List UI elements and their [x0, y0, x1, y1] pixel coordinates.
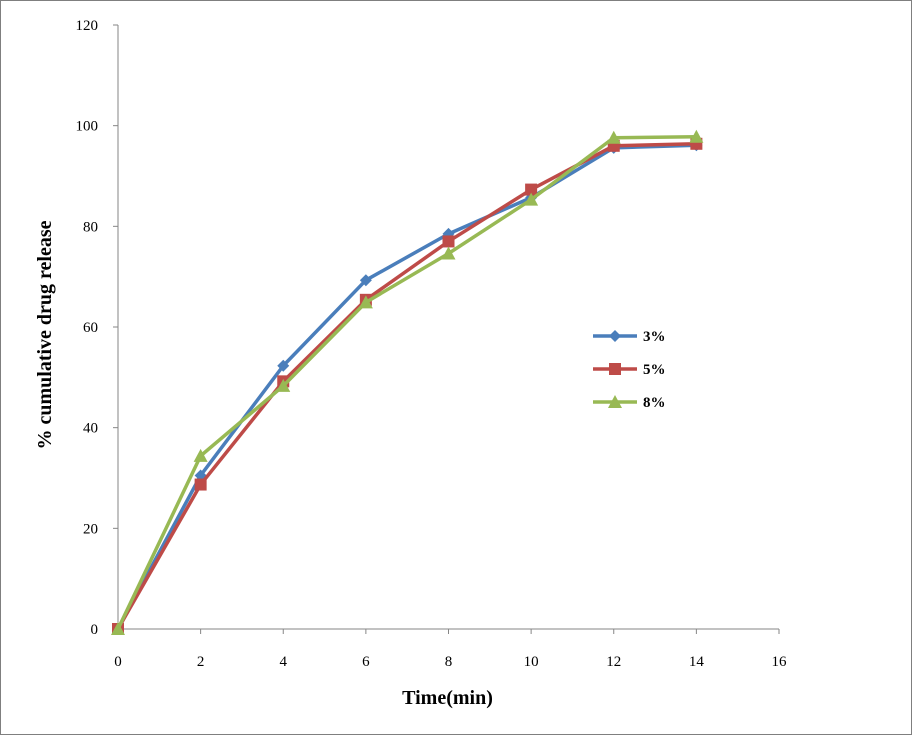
x-tick-label: 0: [114, 654, 122, 670]
series-line: [116, 134, 697, 630]
y-tick-label: 40: [83, 421, 98, 437]
legend-label: 8%: [643, 395, 666, 411]
x-tick-label: 12: [606, 654, 621, 670]
legend-marker: [608, 395, 622, 408]
y-tick-label: 20: [83, 521, 98, 537]
y-tick-label: 80: [83, 219, 98, 235]
series-layer: [111, 129, 704, 635]
series-3: [111, 129, 704, 635]
y-tick-label: 60: [83, 320, 98, 336]
x-tick-label: 8: [445, 654, 453, 670]
legend-marker: [609, 363, 621, 375]
x-tick-label: 10: [524, 654, 539, 670]
tick-labels: 0 20 40 60 80 100 120 0 2 4 6 8 10 12 14 16: [76, 18, 788, 670]
axes: [113, 24, 780, 634]
series-line: [116, 143, 697, 630]
y-tick-label: 120: [76, 18, 99, 34]
data-point: [111, 622, 125, 635]
series-1: [112, 139, 703, 635]
legend-marker: [609, 330, 621, 342]
x-axis-title: Time(min): [402, 687, 493, 709]
y-axis-title: % cumulative drug release: [34, 220, 56, 449]
y-tick-label: 0: [91, 622, 99, 638]
data-point: [441, 246, 456, 260]
data-point: [277, 359, 290, 372]
data-point: [359, 274, 372, 287]
legend-label: 5%: [643, 362, 666, 378]
legend-item: 5%: [593, 362, 666, 378]
y-tick-label: 100: [76, 119, 99, 135]
data-point: [358, 295, 373, 309]
legend-item: 3%: [593, 329, 666, 345]
legend-label: 3%: [643, 329, 666, 345]
series-line: [116, 142, 697, 630]
data-point: [276, 378, 291, 392]
data-point: [193, 448, 208, 462]
x-tick-label: 14: [689, 654, 705, 670]
x-tick-label: 4: [280, 654, 288, 670]
data-point: [606, 130, 621, 144]
legend-item: 8%: [593, 395, 666, 411]
data-point: [442, 235, 455, 248]
data-point: [194, 478, 207, 491]
data-point: [689, 129, 704, 143]
x-tick-label: 6: [362, 654, 370, 670]
x-tick-label: 2: [197, 654, 205, 670]
series-2: [112, 137, 703, 635]
data-point: [525, 183, 538, 196]
data-point: [524, 192, 539, 206]
legend: 3% 5% 8%: [593, 329, 666, 411]
x-tick-label: 16: [772, 654, 788, 670]
